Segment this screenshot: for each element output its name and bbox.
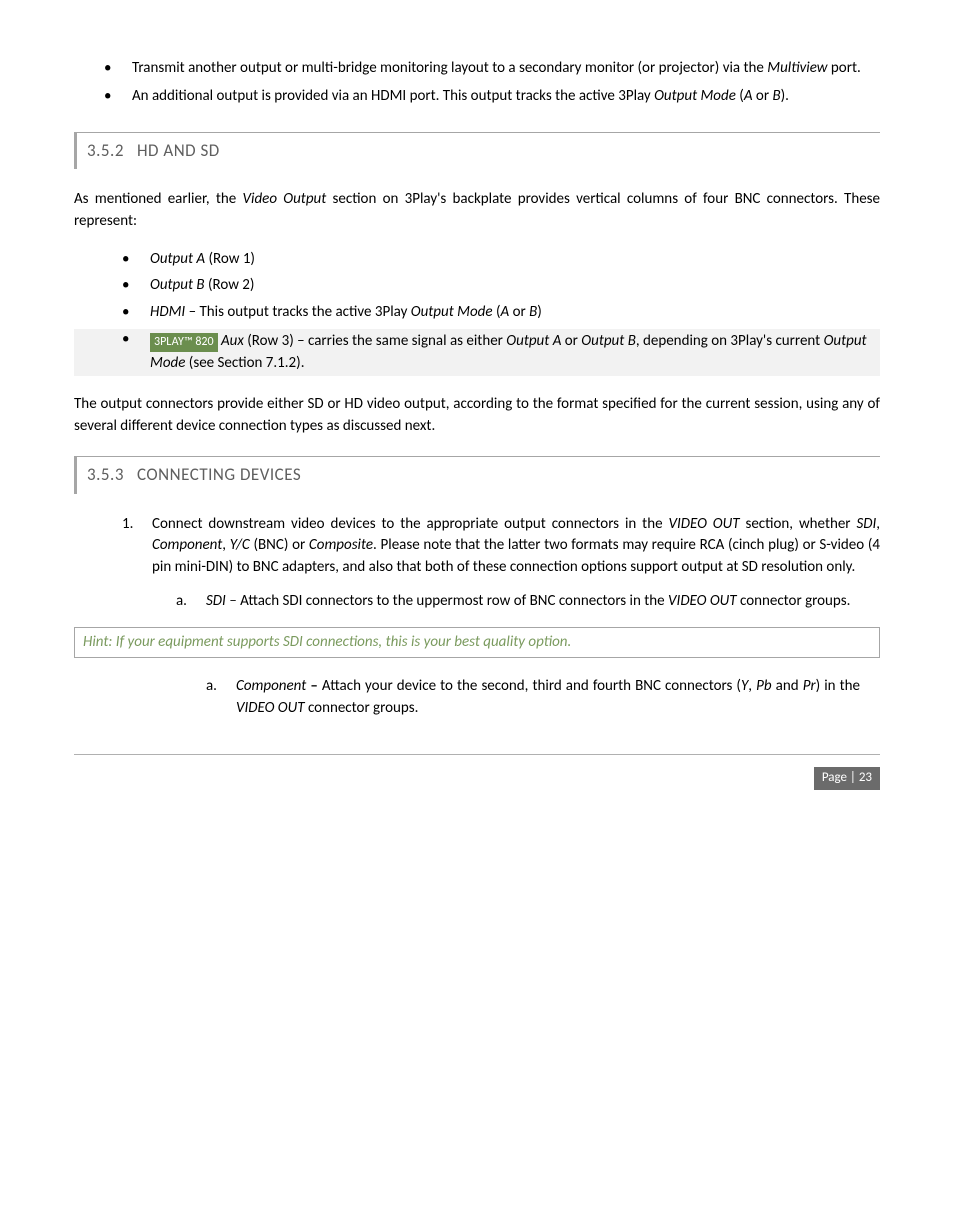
hint-box: Hint: If your equipment supports SDI con… <box>74 627 880 659</box>
term: HDMI <box>150 303 185 321</box>
substeps-continued: a. Component – Attach your device to the… <box>74 676 880 720</box>
term: Multiview <box>767 59 827 77</box>
list-item: Transmit another output or multi-bridge … <box>74 58 880 80</box>
list-item: HDMI – This output tracks the active 3Pl… <box>74 302 880 324</box>
page-number-badge: Page | 23 <box>814 767 880 790</box>
text: As mentioned earlier, the <box>74 190 243 208</box>
text: ) in the <box>816 677 860 695</box>
term: Pr <box>803 677 816 695</box>
tag-suffix: ™ 820 <box>184 335 213 349</box>
text: , <box>222 536 229 554</box>
dash: – <box>306 677 322 695</box>
term: Output A <box>150 250 205 268</box>
substep-label: a. <box>176 591 187 613</box>
text: Connect downstream video devices to the … <box>152 515 668 533</box>
term: Component <box>152 536 222 554</box>
text: An additional output is provided via an … <box>132 87 654 105</box>
term: Composite <box>309 536 373 554</box>
list-item: Output B (Row 2) <box>74 275 880 297</box>
substep-label: a. <box>206 676 217 698</box>
section-title: HD AND SD <box>137 140 220 161</box>
term: Component <box>236 677 306 695</box>
paragraph: As mentioned earlier, the Video Output s… <box>74 189 880 233</box>
text: connector groups. <box>305 699 419 717</box>
text: ( <box>493 303 501 321</box>
term: VIDEO OUT <box>668 515 739 533</box>
term: Aux <box>221 332 244 350</box>
text: or <box>561 332 581 350</box>
text: or <box>509 303 529 321</box>
hd-sd-bullet-list: Output A (Row 1) Output B (Row 2) HDMI –… <box>74 249 880 377</box>
list-item: Output A (Row 1) <box>74 249 880 271</box>
section-number: 3.5.2 <box>87 140 124 161</box>
text: (Row 3) – carries the same signal as eit… <box>244 332 506 350</box>
term: A <box>744 87 753 105</box>
list-item-highlighted: 3PLAY™ 820 Aux (Row 3) – carries the sam… <box>74 329 880 377</box>
text: , depending on 3Play's current <box>636 332 824 350</box>
steps-list: 1. Connect downstream video devices to t… <box>74 514 880 613</box>
tag-smallcaps: LAY <box>166 335 184 349</box>
intro-bullet-list: Transmit another output or multi-bridge … <box>74 58 880 108</box>
text: (Row 1) <box>205 250 255 268</box>
term: Pb <box>756 677 771 695</box>
footer: Page | 23 <box>74 767 880 790</box>
step-number: 1. <box>122 514 133 536</box>
term: A <box>501 303 510 321</box>
section-heading-hd-sd: 3.5.2 HD AND SD <box>74 132 880 170</box>
footer-rule <box>74 754 880 755</box>
term: Output B <box>581 332 636 350</box>
term: B <box>772 87 780 105</box>
text: , <box>876 515 880 533</box>
text: connector groups. <box>737 592 851 610</box>
term: Output A <box>506 332 561 350</box>
substep-item: a. Component – Attach your device to the… <box>182 676 860 720</box>
dash: – <box>226 592 240 610</box>
list-item: An additional output is provided via an … <box>74 86 880 108</box>
text: and <box>772 677 803 695</box>
term: Output B <box>150 276 205 294</box>
substeps-list: a. Component – Attach your device to the… <box>182 676 860 720</box>
tag-prefix: 3P <box>154 335 166 349</box>
text: ). <box>781 87 789 105</box>
term: VIDEO OUT <box>668 592 737 610</box>
text: ) <box>537 303 542 321</box>
text: (BNC) or <box>250 536 309 554</box>
text: , <box>748 677 756 695</box>
term: SDI <box>856 515 876 533</box>
term: Output Mode <box>654 87 736 105</box>
text: Attach your device to the second, third … <box>322 677 741 695</box>
text: Transmit another output or multi-bridge … <box>132 59 767 77</box>
section-number: 3.5.3 <box>87 464 124 485</box>
term: Y/C <box>230 536 250 554</box>
step-item: 1. Connect downstream video devices to t… <box>74 514 880 613</box>
text: (Row 2) <box>205 276 255 294</box>
text: section, whether <box>740 515 857 533</box>
text: (see Section 7.1.2). <box>185 354 304 372</box>
text: ( <box>736 87 744 105</box>
text: – This output tracks the active 3Play <box>185 303 411 321</box>
term: VIDEO OUT <box>236 699 305 717</box>
substeps-list: a. SDI – Attach SDI connectors to the up… <box>152 591 880 613</box>
text: port. <box>828 59 861 77</box>
term: SDI <box>206 592 226 610</box>
term: Video Output <box>243 190 327 208</box>
section-title: CONNECTING DEVICES <box>137 464 301 485</box>
text: or <box>753 87 773 105</box>
page: Transmit another output or multi-bridge … <box>0 0 954 1227</box>
hint-text: Hint: If your equipment supports SDI con… <box>83 633 571 651</box>
section-heading-connecting-devices: 3.5.3 CONNECTING DEVICES <box>74 456 880 494</box>
term: Output Mode <box>411 303 493 321</box>
substep-item: a. SDI – Attach SDI connectors to the up… <box>152 591 880 613</box>
paragraph: The output connectors provide either SD … <box>74 394 880 438</box>
text: Attach SDI connectors to the uppermost r… <box>240 592 668 610</box>
product-tag: 3PLAY™ 820 <box>150 333 218 352</box>
